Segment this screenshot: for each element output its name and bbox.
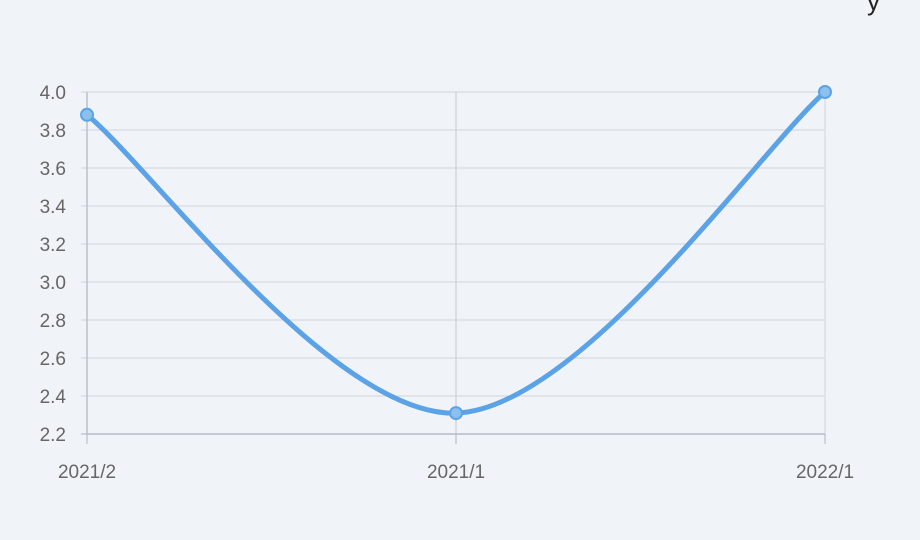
x-tick-label: 2021/1: [427, 462, 485, 483]
y-tick-label: 3.8: [40, 121, 66, 142]
label-layer: 2.2 2.4 2.6 2.8 3.0 3.2 3.4 3.6 3.8 4.0 2021/2 2021…: [40, 83, 854, 483]
y-tick-label: 2.2: [40, 425, 66, 446]
y-tick-label: 3.6: [40, 159, 66, 180]
y-tick-label: 2.6: [40, 349, 66, 370]
data-point: [449, 406, 463, 421]
y-tick-label: 2.8: [40, 311, 66, 332]
x-tick-label: 2022/1: [796, 462, 854, 483]
y-tick-label: 4.0: [40, 83, 66, 104]
series-layer: [80, 85, 832, 421]
y-tick-label: 2.4: [40, 387, 67, 408]
x-tick-label: 2021/2: [58, 462, 116, 483]
y-tick-label: 3.0: [40, 273, 66, 294]
y-tick-label: 3.4: [40, 197, 67, 218]
corner-text: y: [867, 0, 880, 16]
axis-layer: [86, 92, 826, 444]
y-tick-label: 3.2: [40, 235, 66, 256]
grid-layer: [81, 91, 826, 435]
data-point: [818, 85, 832, 99]
data-point: [80, 107, 94, 122]
